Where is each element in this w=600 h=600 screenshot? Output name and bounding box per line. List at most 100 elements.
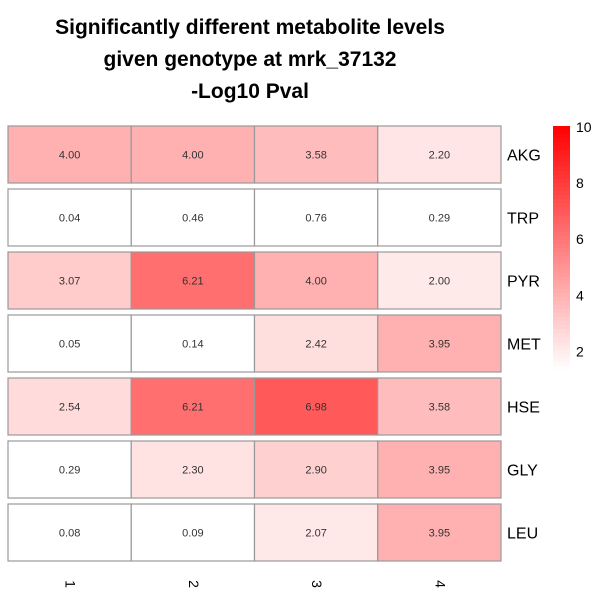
legend-gradient-segment <box>553 284 570 290</box>
legend-gradient-segment <box>553 211 570 217</box>
heatmap-cell <box>377 440 502 499</box>
cell-value-label: 2.30 <box>182 465 203 477</box>
cell-value-label: 3.95 <box>429 465 450 477</box>
legend-gradient-segment <box>553 150 570 156</box>
legend-gradient-segment <box>553 296 570 302</box>
legend-gradient-segment <box>553 260 570 265</box>
legend-gradient-segment <box>553 207 570 212</box>
chart-title-line-3: -Log10 Pval <box>191 80 309 103</box>
legend-gradient-segment <box>553 182 570 188</box>
heatmap-cell <box>253 377 379 436</box>
heatmap-cell <box>130 440 256 499</box>
chart-title-line-1: Significantly different metabolite level… <box>55 16 445 39</box>
cell-value-label: 2.90 <box>305 465 326 477</box>
legend-gradient-segment <box>553 361 570 367</box>
legend-gradient-segment <box>553 154 570 160</box>
row-label: HSE <box>507 400 540 417</box>
legend-gradient-segment <box>553 174 570 180</box>
column-label: 2 <box>186 580 202 588</box>
legend-gradient-segment <box>553 272 570 278</box>
heatmap-cell <box>7 125 132 184</box>
heatmap-cell <box>253 503 379 562</box>
cell-value-label: 0.29 <box>429 213 450 225</box>
legend-gradient-segment <box>553 219 570 225</box>
heatmap-cell <box>253 314 379 373</box>
legend-gradient-segment <box>553 280 570 286</box>
cell-value-label: 0.04 <box>59 213 80 225</box>
legend-gradient-segment <box>553 158 570 164</box>
legend-tick-label: 6 <box>576 231 584 247</box>
cell-value-label: 0.46 <box>182 213 203 225</box>
legend-gradient-segment <box>553 365 570 371</box>
legend-gradient-segment <box>553 345 570 351</box>
cell-value-label: 0.08 <box>59 528 80 540</box>
legend-gradient-segment <box>553 317 570 322</box>
heatmap-cell <box>130 503 256 562</box>
legend-gradient-segment <box>553 170 570 176</box>
legend-gradient-segment <box>553 203 570 208</box>
row-label: PYR <box>507 274 540 291</box>
legend-gradient-segment <box>553 357 570 363</box>
heatmap-cell <box>7 251 132 310</box>
cell-value-label: 3.07 <box>59 276 80 288</box>
legend-gradient-segment <box>553 248 570 253</box>
legend-gradient-segment <box>553 353 570 359</box>
legend-gradient-segment <box>553 264 570 269</box>
heatmap-cell <box>377 377 502 436</box>
legend-gradient-segment <box>553 227 570 233</box>
legend-gradient-segment <box>553 195 570 200</box>
legend-gradient-segment <box>553 126 570 131</box>
legend-gradient-segment <box>553 166 570 172</box>
cell-value-label: 2.07 <box>305 528 326 540</box>
row-label: AKG <box>507 148 541 165</box>
heatmap-cell <box>7 188 132 247</box>
legend-tick-label: 2 <box>576 343 584 359</box>
heatmap-cell <box>7 377 132 436</box>
legend-gradient-segment <box>553 134 570 139</box>
legend-gradient-segment <box>553 138 570 143</box>
cell-value-label: 6.21 <box>182 402 203 414</box>
heatmap-cell <box>7 440 132 499</box>
heatmap-cell <box>377 251 502 310</box>
heatmap-cell <box>377 188 502 247</box>
legend-gradient-segment <box>553 349 570 355</box>
heatmap-cell <box>253 440 379 499</box>
legend-gradient-segment <box>553 288 570 294</box>
heatmap-cell <box>377 314 502 373</box>
heatmap-cell <box>130 188 256 247</box>
column-label: 3 <box>309 580 325 588</box>
legend-tick-label: 8 <box>576 175 584 191</box>
legend-gradient-segment <box>553 304 570 310</box>
cell-value-label: 0.09 <box>182 528 203 540</box>
cell-value-label: 3.58 <box>429 402 450 414</box>
legend-gradient-segment <box>553 292 570 298</box>
legend-tick-label: 4 <box>576 287 584 303</box>
legend-gradient-segment <box>553 333 570 339</box>
heatmap-cell <box>130 377 256 436</box>
cell-value-label: 6.98 <box>305 402 326 414</box>
cell-value-label: 3.95 <box>429 339 450 351</box>
cell-value-label: 6.21 <box>182 276 203 288</box>
legend-gradient-segment <box>553 162 570 168</box>
legend-gradient-segment <box>553 231 570 237</box>
heatmap-cell <box>253 125 379 184</box>
heatmap-cell <box>7 314 132 373</box>
legend-gradient-segment <box>553 146 570 151</box>
column-label: 4 <box>432 580 448 588</box>
cell-value-label: 0.14 <box>182 339 203 351</box>
legend-gradient-segment <box>553 215 570 221</box>
cell-value-label: 4.00 <box>182 150 203 162</box>
legend-gradient-segment <box>553 276 570 282</box>
legend-gradient-segment <box>553 223 570 229</box>
legend-gradient-segment <box>553 130 570 135</box>
cell-value-label: 2.42 <box>305 339 326 351</box>
legend-gradient-segment <box>553 321 570 326</box>
legend-gradient-segment <box>553 243 570 249</box>
row-label: MET <box>507 337 541 354</box>
legend-gradient-segment <box>553 309 570 314</box>
cell-value-label: 3.95 <box>429 528 450 540</box>
legend-gradient-segment <box>553 178 570 184</box>
legend-gradient-segment <box>553 300 570 306</box>
cell-value-label: 2.54 <box>59 402 80 414</box>
